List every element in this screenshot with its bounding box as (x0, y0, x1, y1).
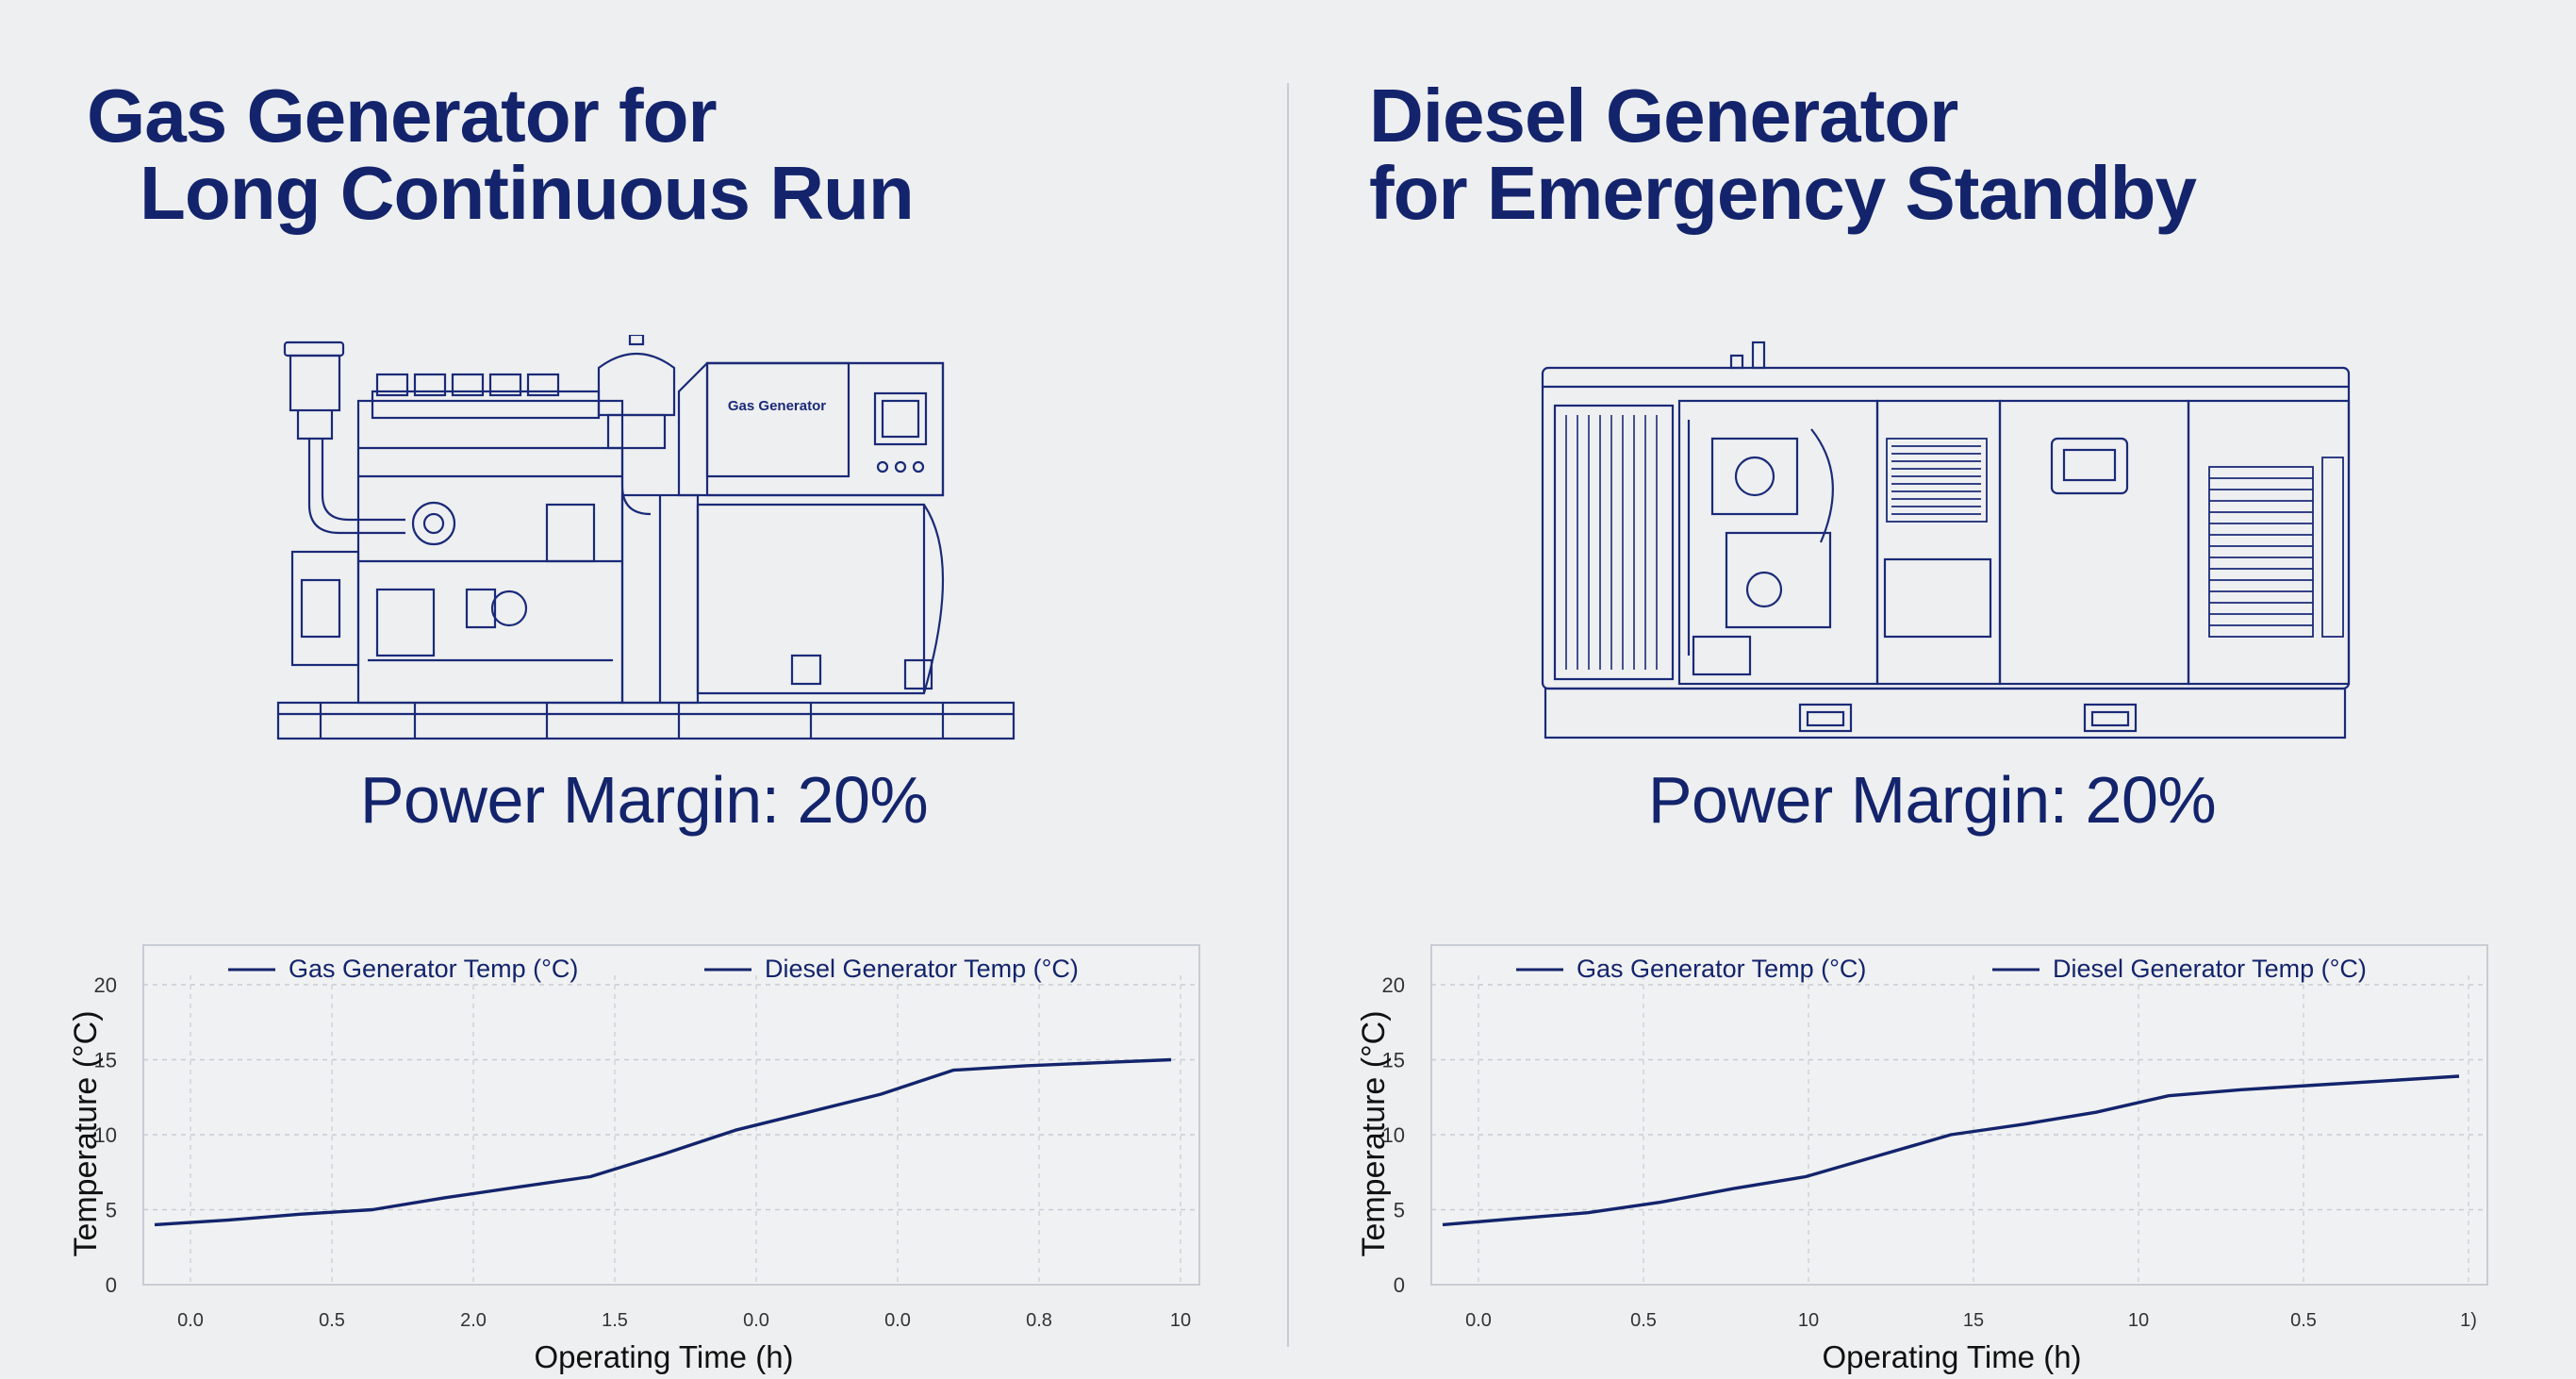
diesel-generator-drawing (1541, 341, 2351, 739)
x-tick-label: 15 (1963, 1310, 1984, 1331)
diesel-title-line1: Diesel Generator (1369, 74, 1958, 158)
legend-entry: Diesel Generator Temp (°C) (765, 955, 1079, 983)
gas-title-line2: Long Continuous Run (140, 151, 915, 235)
gas-generator-drawing: Gas Generator (276, 335, 1016, 740)
x-tick-label: 1.5 (602, 1310, 628, 1331)
gas-alternator (696, 503, 945, 695)
y-axis-label: Temperature (°C) (68, 1010, 104, 1256)
x-tick-label: 0.5 (2290, 1310, 2317, 1331)
x-axis-label: Operating Time (h) (534, 1339, 793, 1374)
y-tick-label: 10 (94, 1123, 117, 1147)
diesel-generator-title: Diesel Generator for Emergency Standby (1369, 74, 2197, 235)
x-tick-label: 0.0 (1465, 1310, 1492, 1331)
legend-entry: Gas Generator Temp (°C) (1577, 955, 1866, 983)
diesel-generator-panel: Diesel Generator for Emergency Standby (1288, 0, 2576, 1379)
legend-entry: Diesel Generator Temp (°C) (2053, 955, 2367, 983)
diesel-power-margin: Power Margin: 20% (1647, 763, 2217, 837)
diesel-temperature-chart: 0 5 10 15 20 0.0 0.5 10 15 10 0.5 1) Gas Generator T… (1356, 944, 2488, 1374)
x-tick-label: 0.5 (319, 1310, 345, 1331)
x-tick-label: 0.0 (743, 1310, 769, 1331)
y-axis-label: Temperature (°C) (1356, 1010, 1392, 1256)
panel-divider (1287, 83, 1289, 1347)
x-tick-label: 0.5 (1630, 1310, 1657, 1331)
temperature-series-line (1442, 1074, 2460, 1227)
x-tick-label: 1) (2460, 1310, 2477, 1331)
gas-title-line1: Gas Generator for (87, 74, 718, 158)
y-tick-label: 0 (1394, 1273, 1405, 1297)
temperature-series-line (154, 1057, 1172, 1227)
x-tick-label: 0.8 (1026, 1310, 1052, 1331)
diesel-radiator (1553, 404, 1675, 681)
y-tick-label: 20 (94, 973, 117, 997)
y-tick-label: 0 (106, 1273, 117, 1297)
x-tick-label: 0.0 (177, 1310, 204, 1331)
plot-frame (142, 944, 1200, 1286)
x-tick-label: 10 (2128, 1310, 2149, 1331)
gas-engine-block (356, 399, 624, 705)
gas-temperature-chart: 0 5 10 15 20 0.0 0.5 2.0 1.5 0.0 0.0 0.8 10 Gas Gener… (68, 944, 1200, 1374)
x-tick-label: 0.0 (884, 1310, 911, 1331)
legend-entry: Gas Generator Temp (°C) (289, 955, 578, 983)
y-tick-label: 5 (106, 1199, 117, 1222)
y-tick-label: 10 (1382, 1123, 1405, 1147)
plot-frame (1430, 944, 2488, 1286)
gas-generator-panel: Gas Generator for Long Continuous Run (68, 74, 1200, 1374)
gas-power-margin: Power Margin: 20% (359, 763, 929, 837)
y-tick-label: 5 (1394, 1199, 1405, 1222)
diesel-control-display (2050, 437, 2129, 495)
y-tick-label: 15 (94, 1049, 117, 1072)
x-tick-label: 10 (1170, 1310, 1191, 1331)
diesel-title-line2: for Emergency Standby (1369, 151, 2197, 235)
gas-generator-title: Gas Generator for Long Continuous Run (87, 74, 915, 235)
diesel-enclosure (1541, 366, 2351, 690)
y-tick-label: 15 (1382, 1049, 1405, 1072)
gas-machine-label: Gas Generator (728, 398, 826, 414)
y-tick-label: 20 (1382, 973, 1405, 997)
x-tick-label: 2.0 (460, 1310, 487, 1331)
x-axis-label: Operating Time (h) (1822, 1339, 2081, 1374)
x-tick-label: 10 (1798, 1310, 1819, 1331)
gas-skid (276, 701, 1016, 740)
